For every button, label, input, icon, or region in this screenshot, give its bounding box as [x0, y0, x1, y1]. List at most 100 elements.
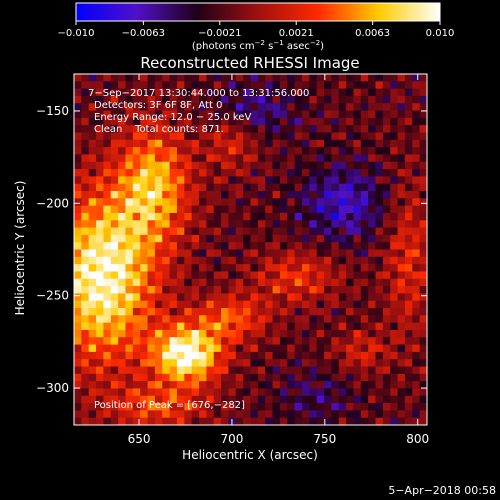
- heatmap-cell: [375, 293, 384, 302]
- heatmap-cell: [316, 88, 325, 97]
- heatmap-cell: [176, 110, 185, 119]
- heatmap-cell: [419, 74, 427, 82]
- heatmap-cell: [316, 329, 325, 338]
- heatmap-cell: [74, 198, 82, 207]
- heatmap-cell: [390, 381, 399, 390]
- heatmap-cell: [88, 103, 97, 112]
- heatmap-cell: [338, 322, 347, 331]
- heatmap-cell: [81, 220, 90, 229]
- heatmap-cell: [140, 169, 149, 177]
- heatmap-cell: [338, 417, 347, 425]
- heatmap-cell: [147, 300, 156, 309]
- heatmap-cell: [301, 227, 310, 236]
- heatmap-cell: [404, 81, 413, 90]
- heatmap-cell: [206, 234, 215, 243]
- heatmap-cell: [272, 300, 281, 309]
- heatmap-cell: [176, 74, 185, 82]
- heatmap-cell: [74, 344, 82, 353]
- heatmap-cell: [375, 286, 384, 294]
- heatmap-cell: [250, 286, 259, 294]
- heatmap-cell: [301, 337, 310, 346]
- heatmap-cell: [88, 395, 97, 404]
- heatmap-cell: [412, 212, 421, 221]
- heatmap-cell: [353, 351, 362, 360]
- heatmap-cell: [412, 271, 421, 280]
- heatmap-cell: [279, 293, 288, 302]
- heatmap-cell: [162, 388, 171, 397]
- heatmap-cell: [287, 264, 296, 273]
- y-tick-label: −300: [36, 381, 69, 395]
- heatmap-cell: [404, 329, 413, 338]
- heatmap-cell: [243, 183, 252, 192]
- heatmap-cell: [162, 344, 171, 353]
- heatmap-cell: [154, 95, 163, 104]
- heatmap-cell: [154, 205, 163, 214]
- heatmap-cell: [419, 359, 427, 368]
- heatmap-cell: [338, 183, 347, 192]
- heatmap-cell: [382, 278, 391, 287]
- heatmap-cell: [162, 359, 171, 368]
- heatmap-cell: [257, 110, 266, 119]
- heatmap-cell: [147, 286, 156, 294]
- heatmap-cell: [257, 183, 266, 192]
- heatmap-cell: [404, 212, 413, 221]
- heatmap-cell: [390, 359, 399, 368]
- heatmap-cell: [265, 205, 274, 214]
- heatmap-cell: [176, 373, 185, 382]
- heatmap-cell: [184, 410, 193, 419]
- heatmap-cell: [272, 220, 281, 229]
- heatmap-cell: [235, 74, 244, 82]
- heatmap-cell: [331, 198, 340, 207]
- observation-annotations: 7−Sep−2017 13:30:44.000 to 13:31:56.000 …: [88, 88, 309, 411]
- heatmap-cell: [294, 205, 303, 214]
- heatmap-cell: [309, 132, 318, 141]
- heatmap-cell: [118, 110, 127, 119]
- heatmap-cell: [191, 95, 200, 104]
- heatmap-cell: [309, 95, 318, 104]
- heatmap-cell: [191, 256, 200, 265]
- heatmap-cell: [213, 308, 222, 316]
- heatmap-cell: [360, 154, 369, 163]
- x-axis-label: Heliocentric X (arcsec): [182, 448, 318, 462]
- heatmap-cell: [250, 132, 259, 141]
- heatmap-cell: [309, 337, 318, 346]
- heatmap-cell: [74, 337, 82, 346]
- heatmap-cell: [213, 242, 222, 251]
- heatmap-cell: [279, 154, 288, 163]
- heatmap-cell: [353, 205, 362, 214]
- heatmap-cell: [147, 351, 156, 360]
- heatmap-cell: [419, 351, 427, 360]
- heatmap-cell: [360, 95, 369, 104]
- heatmap-cell: [397, 249, 406, 258]
- heatmap-cell: [309, 88, 318, 97]
- heatmap-cell: [294, 359, 303, 368]
- heatmap-cell: [272, 410, 281, 419]
- heatmap-cell: [360, 256, 369, 265]
- heatmap-cell: [74, 110, 82, 119]
- heatmap-cell: [287, 271, 296, 280]
- heatmap-cell: [382, 403, 391, 411]
- heatmap-cell: [390, 264, 399, 273]
- heatmap-cell: [191, 344, 200, 353]
- heatmap-cell: [412, 191, 421, 199]
- heatmap-cell: [390, 176, 399, 185]
- heatmap-cell: [404, 322, 413, 331]
- heatmap-cell: [176, 264, 185, 273]
- heatmap-cell: [96, 103, 105, 112]
- heatmap-cell: [250, 88, 259, 97]
- heatmap-cell: [272, 125, 281, 134]
- heatmap-cell: [368, 169, 377, 177]
- heatmap-cell: [419, 300, 427, 309]
- heatmap-cell: [110, 147, 119, 156]
- heatmap-cell: [74, 300, 82, 309]
- heatmap-cell: [368, 183, 377, 192]
- heatmap-cell: [88, 293, 97, 302]
- heatmap-cell: [353, 234, 362, 243]
- heatmap-cell: [316, 169, 325, 177]
- heatmap-cell: [287, 154, 296, 163]
- heatmap-cell: [176, 300, 185, 309]
- heatmap-cell: [368, 110, 377, 119]
- heatmap-cell: [118, 125, 127, 134]
- heatmap-cell: [125, 74, 134, 82]
- heatmap-cell: [169, 183, 178, 192]
